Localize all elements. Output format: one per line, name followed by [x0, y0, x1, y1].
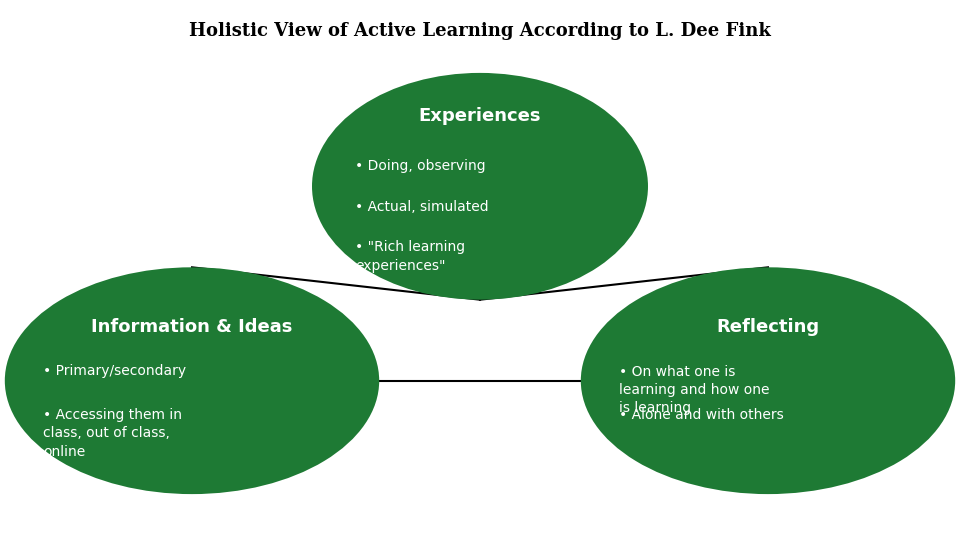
Text: Holistic View of Active Learning According to L. Dee Fink: Holistic View of Active Learning Accordi…: [189, 22, 771, 39]
Ellipse shape: [5, 267, 379, 494]
Text: • Doing, observing: • Doing, observing: [355, 159, 486, 173]
Ellipse shape: [312, 73, 648, 300]
Text: Information & Ideas: Information & Ideas: [91, 318, 293, 336]
Text: • On what one is
learning and how one
is learning: • On what one is learning and how one is…: [619, 364, 770, 415]
Text: • "Rich learning
experiences": • "Rich learning experiences": [355, 240, 466, 273]
Text: • Accessing them in
class, out of class,
online: • Accessing them in class, out of class,…: [43, 408, 182, 458]
Ellipse shape: [581, 267, 955, 494]
Text: • Alone and with others: • Alone and with others: [619, 408, 784, 422]
Text: Experiences: Experiences: [419, 107, 541, 125]
Text: • Actual, simulated: • Actual, simulated: [355, 200, 489, 214]
Text: • Primary/secondary: • Primary/secondary: [43, 364, 186, 379]
Text: Reflecting: Reflecting: [716, 318, 820, 336]
